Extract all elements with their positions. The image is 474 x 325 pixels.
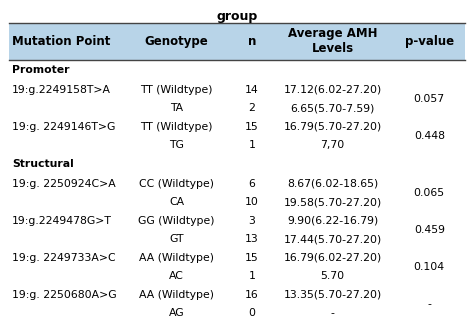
Text: p-value: p-value	[405, 35, 454, 48]
Text: group: group	[216, 10, 258, 23]
Text: n: n	[247, 35, 256, 48]
Text: 2: 2	[248, 103, 255, 113]
Text: 14: 14	[245, 84, 259, 95]
Text: Genotype: Genotype	[145, 35, 209, 48]
Text: 1: 1	[248, 140, 255, 150]
Text: 19:g. 2249733A>C: 19:g. 2249733A>C	[12, 253, 116, 263]
Text: CC (Wildtype): CC (Wildtype)	[139, 179, 214, 189]
Text: 19:g. 2250924C>A: 19:g. 2250924C>A	[12, 179, 116, 189]
Text: 0.448: 0.448	[414, 131, 445, 141]
Text: -: -	[331, 308, 335, 318]
Text: Structural: Structural	[12, 160, 73, 169]
Text: AA (Wildtype): AA (Wildtype)	[139, 253, 214, 263]
Text: 6.65(5.70-7.59): 6.65(5.70-7.59)	[291, 103, 375, 113]
Text: 5.70: 5.70	[320, 271, 345, 281]
Text: 15: 15	[245, 253, 259, 263]
Text: TT (Wildtype): TT (Wildtype)	[140, 84, 213, 95]
Text: 16.79(5.70-27.20): 16.79(5.70-27.20)	[283, 122, 382, 132]
Text: 0.104: 0.104	[414, 262, 445, 272]
Text: -: -	[428, 299, 431, 309]
Text: Promoter: Promoter	[12, 65, 69, 75]
Text: TA: TA	[170, 103, 183, 113]
Text: 13.35(5.70-27.20): 13.35(5.70-27.20)	[283, 290, 382, 300]
Text: 19:g. 2250680A>G: 19:g. 2250680A>G	[12, 290, 117, 300]
Text: TG: TG	[169, 140, 184, 150]
Text: 16.79(6.02-27.20): 16.79(6.02-27.20)	[283, 253, 382, 263]
Text: 17.12(6.02-27.20): 17.12(6.02-27.20)	[283, 84, 382, 95]
Text: 0: 0	[248, 308, 255, 318]
Text: AG: AG	[169, 308, 184, 318]
Text: CA: CA	[169, 197, 184, 207]
Text: 7,70: 7,70	[320, 140, 345, 150]
Text: 0.065: 0.065	[414, 188, 445, 198]
Text: Mutation Point: Mutation Point	[12, 35, 110, 48]
Text: 1: 1	[248, 271, 255, 281]
Text: GG (Wildtype): GG (Wildtype)	[138, 216, 215, 226]
Text: 15: 15	[245, 122, 259, 132]
Text: AC: AC	[169, 271, 184, 281]
Text: 9.90(6.22-16.79): 9.90(6.22-16.79)	[287, 216, 378, 226]
Text: TT (Wildtype): TT (Wildtype)	[140, 122, 213, 132]
Text: 17.44(5.70-27.20): 17.44(5.70-27.20)	[283, 234, 382, 244]
Text: AA (Wildtype): AA (Wildtype)	[139, 290, 214, 300]
Text: Average AMH
Levels: Average AMH Levels	[288, 27, 377, 56]
Text: 19:g.2249478G>T: 19:g.2249478G>T	[12, 216, 112, 226]
Bar	[9, 23, 465, 60]
Text: 19.58(5.70-27.20): 19.58(5.70-27.20)	[283, 197, 382, 207]
Text: 0.057: 0.057	[414, 94, 445, 104]
Text: 10: 10	[245, 197, 259, 207]
Text: 16: 16	[245, 290, 259, 300]
Text: 6: 6	[248, 179, 255, 189]
Text: 8.67(6.02-18.65): 8.67(6.02-18.65)	[287, 179, 378, 189]
Text: 0.459: 0.459	[414, 225, 445, 235]
Text: 13: 13	[245, 234, 259, 244]
Text: 19:g.2249158T>A: 19:g.2249158T>A	[12, 84, 111, 95]
Text: 19:g. 2249146T>G: 19:g. 2249146T>G	[12, 122, 115, 132]
Text: GT: GT	[170, 234, 184, 244]
Text: 3: 3	[248, 216, 255, 226]
